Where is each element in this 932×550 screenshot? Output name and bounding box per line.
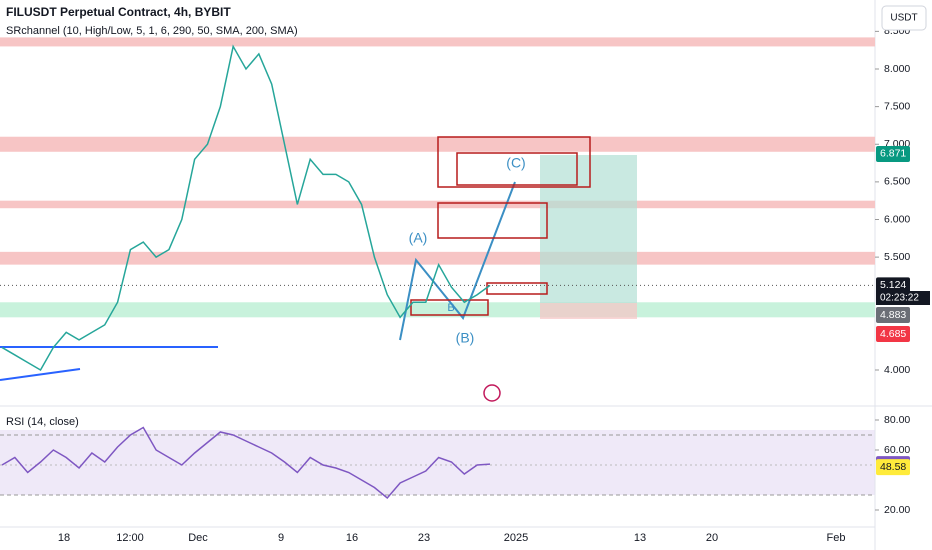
box xyxy=(437,136,591,188)
time-label: 12:00 xyxy=(116,532,144,544)
countdown-text: 02:23:22 xyxy=(880,293,919,304)
price-tick-label: 5.500 xyxy=(884,251,910,263)
price-tick-label: 6.500 xyxy=(884,176,910,188)
wave-label: (A) xyxy=(409,230,428,246)
price-line xyxy=(1,44,491,372)
box xyxy=(456,152,578,186)
currency-label: USDT xyxy=(890,13,917,24)
time-label: 20 xyxy=(706,532,718,544)
rsi-line xyxy=(1,426,491,500)
rsi-label: RSI (14, close) xyxy=(6,416,79,428)
time-label: Dec xyxy=(188,532,208,544)
price-badge-text: 4.685 xyxy=(880,328,906,340)
wave-label: (B) xyxy=(456,330,475,346)
price-badge-text: 4.883 xyxy=(880,309,906,321)
price-badge xyxy=(876,307,910,323)
stop-area xyxy=(540,303,637,319)
price-tick-label: 7.500 xyxy=(884,100,910,112)
symbol-title: FILUSDT Perpetual Contract, 4h, BYBIT xyxy=(6,5,231,19)
target-area xyxy=(540,155,637,303)
rsi-band xyxy=(0,430,875,495)
wave-label: (C) xyxy=(506,155,525,171)
currency-button[interactable] xyxy=(881,5,927,31)
price-badge xyxy=(876,326,910,342)
price-tick-label: 8.000 xyxy=(884,63,910,75)
price-badge-text: 6.871 xyxy=(880,148,906,160)
box xyxy=(437,202,548,239)
time-label: Feb xyxy=(827,532,846,544)
rsi-tick-label: 60.00 xyxy=(884,444,910,456)
time-label: 16 xyxy=(346,532,358,544)
price-tick-label: 4.000 xyxy=(884,364,910,376)
trend-line xyxy=(0,368,81,381)
price-badge xyxy=(876,277,910,294)
time-label: 13 xyxy=(634,532,646,544)
price-badge-text: 5.124 xyxy=(880,279,906,291)
sr-zone xyxy=(0,37,875,47)
time-label: 2025 xyxy=(504,532,528,544)
price-badge xyxy=(876,145,910,162)
indicator-label: SRchannel (10, High/Low, 5, 1, 6, 290, 5… xyxy=(6,25,298,37)
time-label: 18 xyxy=(58,532,70,544)
time-label: 23 xyxy=(418,532,430,544)
rsi-tick-label: 80.00 xyxy=(884,414,910,426)
wave-line xyxy=(399,181,516,341)
countdown-badge xyxy=(876,291,930,305)
wave-label: B xyxy=(447,302,454,314)
time-label: 9 xyxy=(278,532,284,544)
rsi-badge xyxy=(876,459,910,476)
event-icon[interactable] xyxy=(483,384,501,402)
sr-zone xyxy=(0,251,875,265)
sr-zone xyxy=(0,302,875,318)
rsi-badge-text: 48.58 xyxy=(880,461,906,473)
rsi-tick-label: 20.00 xyxy=(884,504,910,516)
box xyxy=(410,299,489,316)
price-tick-label: 6.000 xyxy=(884,213,910,225)
